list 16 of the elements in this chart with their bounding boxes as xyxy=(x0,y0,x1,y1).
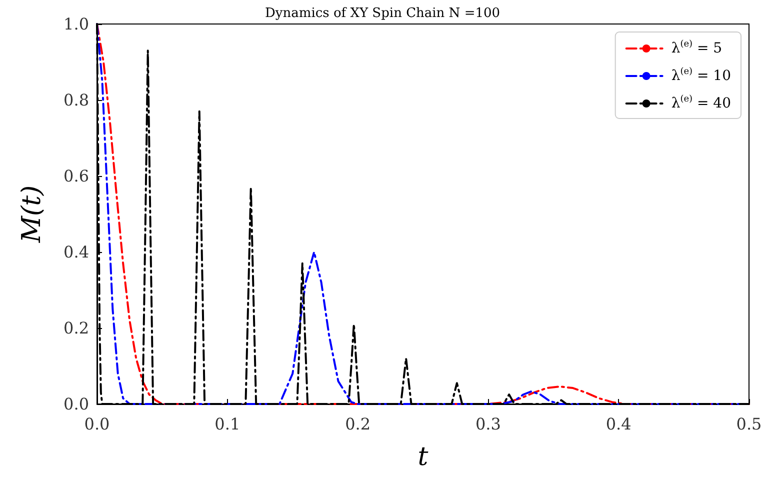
y-tick-label: 1.0 xyxy=(64,14,89,34)
x-tick-label: 0.1 xyxy=(214,414,240,434)
chart-title: Dynamics of XY Spin Chain N =100 xyxy=(264,6,500,21)
y-tick-label: 0.2 xyxy=(64,318,89,338)
y-tick-label: 0.4 xyxy=(64,242,89,262)
x-tick-label: 0.3 xyxy=(475,414,501,434)
y-tick-label: 0.0 xyxy=(64,394,89,414)
line-series xyxy=(96,23,750,405)
x-axis-title: t xyxy=(418,442,429,472)
x-tick-label: 0.5 xyxy=(736,414,762,434)
y-axis-title: M(t) xyxy=(17,185,47,244)
y-tick-label: 0.8 xyxy=(64,90,89,110)
x-tick-label: 0.2 xyxy=(345,414,371,434)
x-tick-label: 0.0 xyxy=(84,414,110,434)
y-tick-label: 0.6 xyxy=(64,166,89,186)
x-tick-label: 0.4 xyxy=(606,414,632,434)
